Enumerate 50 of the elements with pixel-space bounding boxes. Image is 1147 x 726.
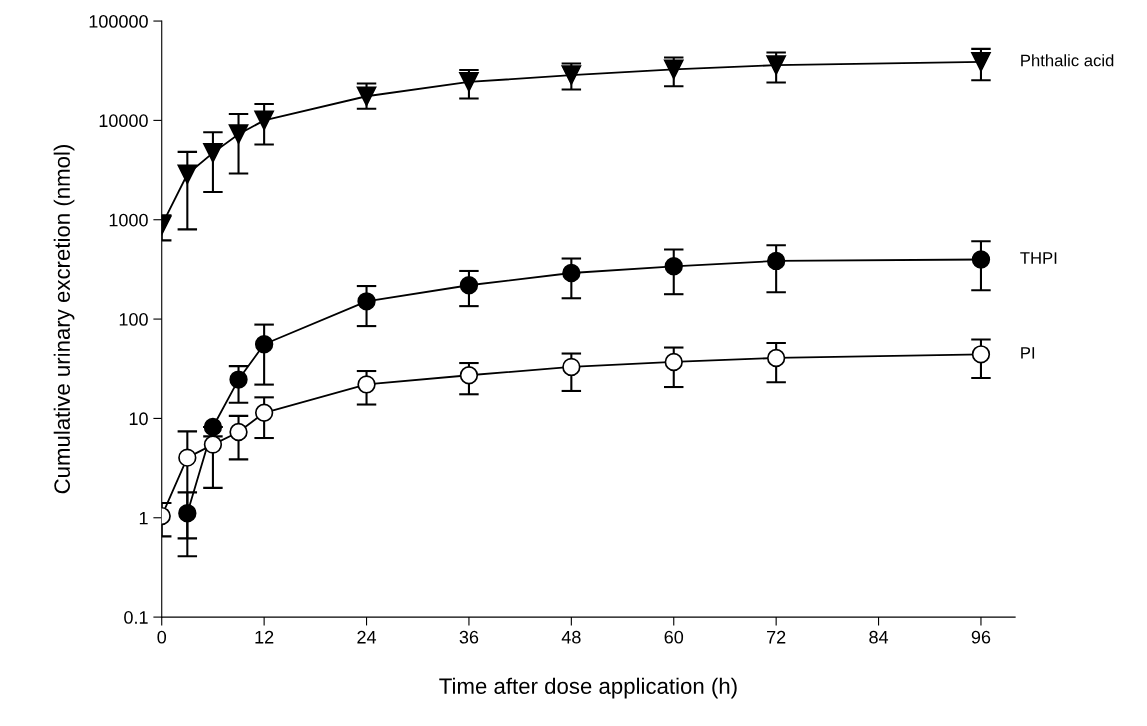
point [178,504,197,523]
point [203,435,223,454]
point [459,276,479,295]
x-tick-label: 60 [664,630,684,644]
point [766,251,786,271]
x-tick-label: 84 [869,630,889,644]
y-tick-label: 1000 [109,213,148,227]
y-tick-label: 1 [139,511,148,525]
x-tick-label: 48 [561,630,581,644]
point [203,417,223,437]
y-axis-title: Cumulative urinary excretion (nmol) [53,145,75,494]
series-label: PI [1021,347,1035,359]
y-tick-label: 100000 [89,14,148,28]
x-tick-label: 96 [971,630,991,644]
x-tick-label: 12 [255,630,274,644]
y-tick-label: 0.1 [124,611,148,624]
point [459,72,479,92]
point [177,164,198,185]
point [357,292,376,311]
x-tick-label: 0 [157,630,167,644]
point [178,448,197,467]
y-tick-label: 100 [119,313,148,326]
point [229,422,248,442]
point [459,366,479,385]
point [357,375,376,394]
point [971,250,991,269]
series-label: THPI [1020,252,1057,264]
point [971,345,991,364]
point [562,357,581,377]
point [229,370,248,389]
y-tick-label: 10000 [99,114,148,128]
point [562,263,581,283]
point [766,348,786,368]
point [561,65,582,86]
x-axis-title: Time after dose application (h) [439,677,737,699]
point [203,143,223,163]
x-tick-label: 24 [357,630,377,644]
point [766,55,787,75]
point [664,257,683,276]
x-tick-label: 36 [459,630,479,644]
point [254,110,274,131]
series-label: Phthalic acid [1021,54,1114,67]
point [254,335,274,354]
point [663,59,684,80]
point [228,124,249,145]
y-tick-label: 10 [129,412,148,426]
point [971,52,991,72]
point [254,403,274,422]
x-tick-label: 72 [767,630,786,644]
point [664,352,683,372]
